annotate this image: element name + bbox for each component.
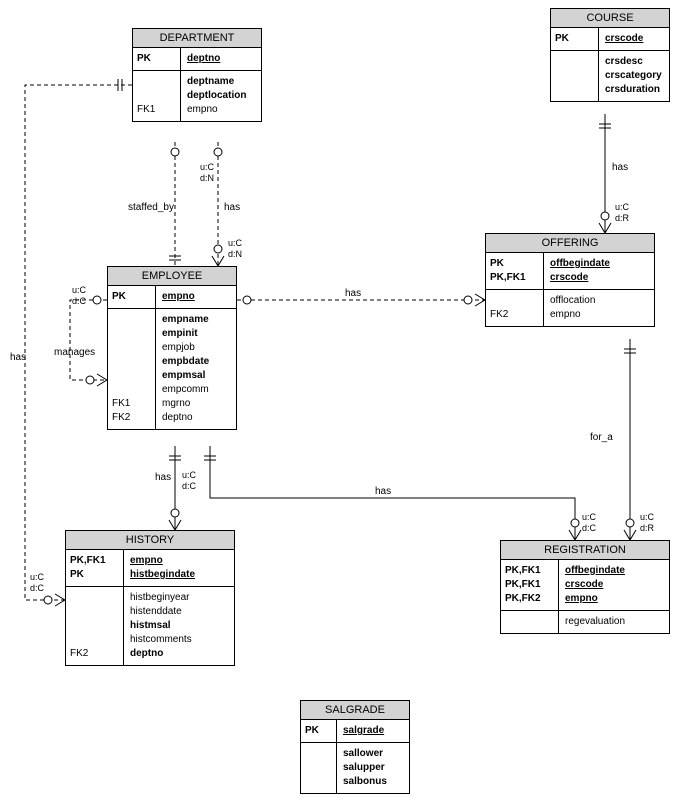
entity-registration: REGISTRATION PK,FK1PK,FK1PK,FK2 offbegin… xyxy=(500,540,670,634)
entity-department: DEPARTMENT PK deptno FK1 deptname deptlo… xyxy=(132,28,262,122)
entity-salgrade: SALGRADE PK salgrade sallower salupper s… xyxy=(300,700,410,794)
entity-employee: EMPLOYEE PK empno FK1FK2 empname empinit… xyxy=(107,266,237,430)
rel-has-emp-reg-label: has xyxy=(375,486,391,497)
entity-title: HISTORY xyxy=(66,531,234,550)
svg-text:u:C: u:C xyxy=(582,512,597,522)
rel-has-dept-hist-label: has xyxy=(10,352,26,363)
rel-has-emp-off-label: has xyxy=(345,288,361,299)
rel-has-crs-off-label: has xyxy=(612,162,628,173)
svg-text:d:C: d:C xyxy=(30,583,45,593)
entity-title: SALGRADE xyxy=(301,701,409,720)
entity-title: DEPARTMENT xyxy=(133,29,261,48)
rel-manages-label: manages xyxy=(54,347,95,358)
svg-text:u:C: u:C xyxy=(182,470,197,480)
svg-text:u:C: u:C xyxy=(72,285,87,295)
svg-text:u:C: u:C xyxy=(615,202,630,212)
entity-title: OFFERING xyxy=(486,234,654,253)
svg-text:u:C: u:C xyxy=(30,572,45,582)
svg-text:u:C: u:C xyxy=(200,162,215,172)
rel-has-dept-emp-label: has xyxy=(224,202,240,213)
svg-text:d:C: d:C xyxy=(72,296,87,306)
entity-offering: OFFERING PKPK,FK1 offbegindate crscode F… xyxy=(485,233,655,327)
entity-title: REGISTRATION xyxy=(501,541,669,560)
svg-text:d:R: d:R xyxy=(640,523,655,533)
entity-history: HISTORY PK,FK1PK empno histbegindate FK2… xyxy=(65,530,235,666)
entity-course: COURSE PK crscode crsdesc crscategory cr… xyxy=(550,8,670,102)
svg-text:d:N: d:N xyxy=(228,249,242,259)
entity-title: COURSE xyxy=(551,9,669,28)
svg-text:u:C: u:C xyxy=(640,512,655,522)
rel-for-a-label: for_a xyxy=(590,432,613,443)
svg-text:d:C: d:C xyxy=(182,481,197,491)
rel-has-emp-hist-label: has xyxy=(155,472,171,483)
svg-text:d:N: d:N xyxy=(200,173,214,183)
svg-text:d:R: d:R xyxy=(615,213,630,223)
rel-staffed-by-label: staffed_by xyxy=(128,202,174,213)
svg-text:d:C: d:C xyxy=(582,523,597,533)
connector-layer: staffed_by u:C d:N has u:C d:N u:C d:C m… xyxy=(0,0,690,803)
svg-text:u:C: u:C xyxy=(228,238,243,248)
entity-title: EMPLOYEE xyxy=(108,267,236,286)
